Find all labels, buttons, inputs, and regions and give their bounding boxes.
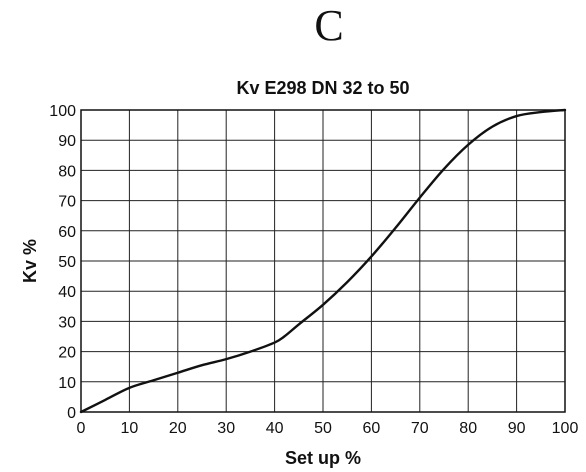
x-tick-label: 90: [508, 420, 526, 437]
x-tick-label: 20: [169, 420, 187, 437]
x-tick-label: 60: [363, 420, 381, 437]
figure-letter: C: [314, 1, 343, 50]
x-tick-label: 30: [217, 420, 235, 437]
x-tick-label: 100: [552, 420, 579, 437]
y-tick-label: 20: [58, 345, 76, 362]
y-tick-label: 60: [58, 224, 76, 241]
series-layer: [79, 108, 567, 414]
y-tick-label: 80: [58, 163, 76, 180]
x-axis-label: Set up %: [285, 448, 361, 468]
series-line-1: [79, 108, 567, 414]
y-tick-label: 90: [58, 133, 76, 150]
plot-frame: [80, 109, 566, 413]
y-tick-label: 40: [58, 284, 76, 301]
y-axis-label: Kv %: [20, 239, 40, 283]
y-tick-label: 10: [58, 375, 76, 392]
x-tick-label: 80: [459, 420, 477, 437]
y-tick-label: 100: [49, 103, 76, 120]
chart-title: Kv E298 DN 32 to 50: [236, 78, 409, 98]
x-tick-label: 50: [314, 420, 332, 437]
x-tick-label: 0: [77, 420, 86, 437]
y-tick-label: 30: [58, 314, 76, 331]
x-tick-label: 10: [121, 420, 139, 437]
y-tick-label: 50: [58, 254, 76, 271]
x-tick-label: 70: [411, 420, 429, 437]
y-tick-label: 0: [67, 405, 76, 422]
tick-labels: 0 10 20 30 40 50 60 70 80 90 100 0 10 20 30 40 50 60 70 80 9…: [49, 103, 578, 437]
x-tick-label: 40: [266, 420, 284, 437]
grid: [81, 110, 565, 412]
y-tick-label: 70: [58, 194, 76, 211]
